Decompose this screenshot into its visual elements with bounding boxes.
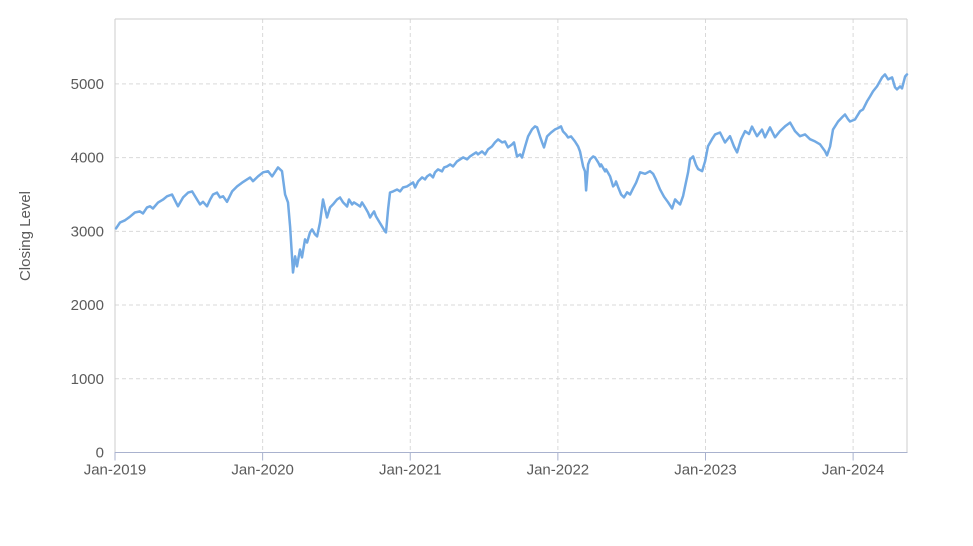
y-tick-label: 4000: [71, 150, 104, 167]
y-axis-title: Closing Level: [17, 191, 34, 281]
price-line: [114, 73, 909, 274]
x-tick-label: Jan-2023: [674, 462, 737, 479]
y-tick-label: 2000: [71, 297, 104, 314]
x-tick-label: Jan-2022: [527, 462, 590, 479]
gridlines-layer: [115, 19, 907, 453]
x-tick-label: Jan-2019: [84, 462, 147, 479]
x-tick-label: Jan-2024: [822, 462, 885, 479]
y-tick-label: 1000: [71, 371, 104, 388]
y-tick-label: 3000: [71, 223, 104, 240]
x-tick-label: Jan-2021: [379, 462, 442, 479]
axes-layer: [114, 452, 908, 461]
y-tick-label: 0: [96, 445, 104, 462]
axis-labels-layer: Jan-2019 Jan-2020 Jan-2021 Jan-2022 Jan-2023…: [71, 76, 885, 479]
series-layer: [114, 73, 909, 274]
plot-border-layer: [114, 18, 908, 453]
x-tick-label: Jan-2020: [231, 462, 294, 479]
y-tick-label: 5000: [71, 76, 104, 93]
